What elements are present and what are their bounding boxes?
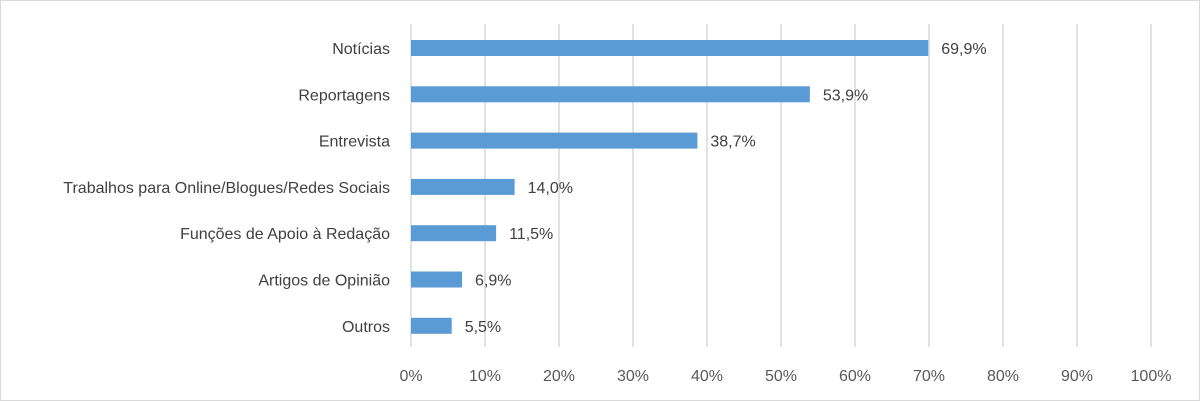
bar <box>411 132 698 149</box>
x-tick-label: 60% <box>839 368 871 385</box>
x-tick-label: 50% <box>765 368 797 385</box>
category-label: Outros <box>342 319 390 336</box>
data-label: 6,9% <box>475 273 511 290</box>
bar <box>411 317 452 334</box>
x-tick-label: 0% <box>399 368 422 385</box>
category-label: Funções de Apoio à Redação <box>180 226 390 243</box>
x-tick-label: 70% <box>913 368 945 385</box>
x-tick-label: 20% <box>543 368 575 385</box>
data-label: 53,9% <box>823 87 868 104</box>
data-label: 38,7% <box>710 134 755 151</box>
data-label: 69,9% <box>941 41 986 58</box>
bar <box>411 271 463 288</box>
bar <box>411 225 497 242</box>
category-label: Artigos de Opinião <box>258 273 390 290</box>
category-label: Trabalhos para Online/Blogues/Redes Soci… <box>63 180 390 197</box>
data-label: 14,0% <box>528 180 573 197</box>
data-label: 11,5% <box>509 226 553 243</box>
x-tick-label: 10% <box>469 368 501 385</box>
x-tick-label: 90% <box>1061 368 1093 385</box>
x-tick-label: 80% <box>987 368 1019 385</box>
x-tick-label: 100% <box>1131 368 1172 385</box>
x-tick-label: 30% <box>617 368 649 385</box>
bar <box>411 40 929 56</box>
data-label: 5,5% <box>465 319 501 336</box>
category-label: Reportagens <box>298 87 390 104</box>
x-tick-label: 40% <box>691 368 723 385</box>
category-label: Notícias <box>332 41 390 58</box>
bar <box>411 178 515 195</box>
category-label: Entrevista <box>319 134 390 151</box>
bar <box>411 86 810 103</box>
